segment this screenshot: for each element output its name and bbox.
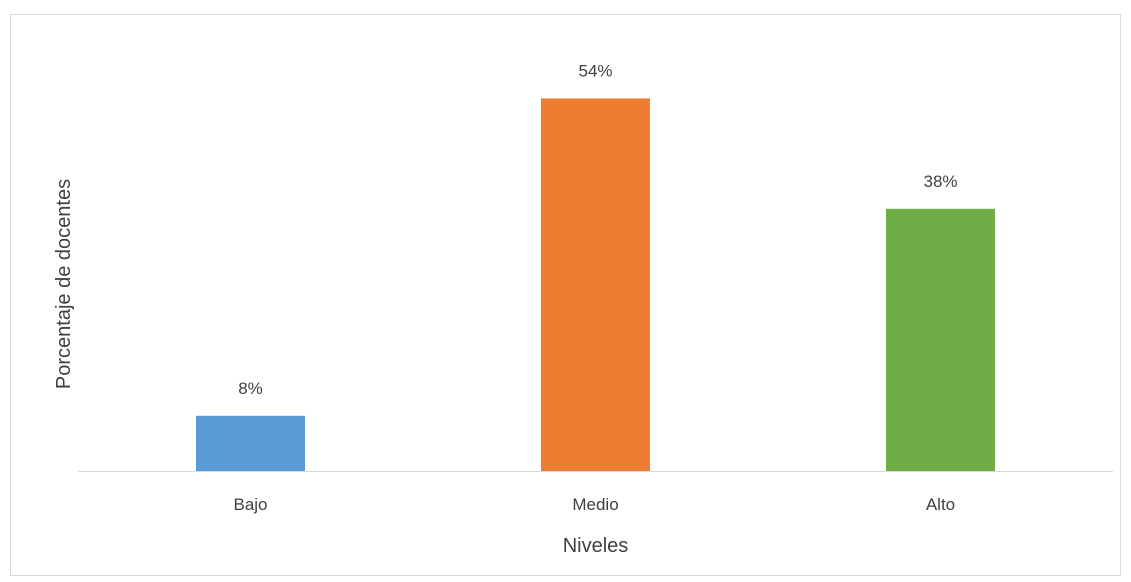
y-axis-title: Porcentaje de docentes xyxy=(53,179,75,389)
bar-alto xyxy=(886,208,995,472)
data-label-alto: 38% xyxy=(923,172,957,191)
data-label-medio: 54% xyxy=(578,61,612,80)
data-label-bajo: 8% xyxy=(238,379,263,398)
bars-layer xyxy=(196,98,995,472)
x-axis-title: Niveles xyxy=(563,535,629,557)
x-tick-label-bajo: Bajo xyxy=(233,495,267,514)
x-tick-labels-layer: Bajo Medio Alto xyxy=(233,495,955,514)
data-labels-layer: 8% 54% 38% xyxy=(238,61,957,397)
bar-medio xyxy=(541,98,650,472)
bar-bajo xyxy=(196,415,305,471)
x-tick-label-alto: Alto xyxy=(926,495,955,514)
x-tick-label-medio: Medio xyxy=(572,495,618,514)
